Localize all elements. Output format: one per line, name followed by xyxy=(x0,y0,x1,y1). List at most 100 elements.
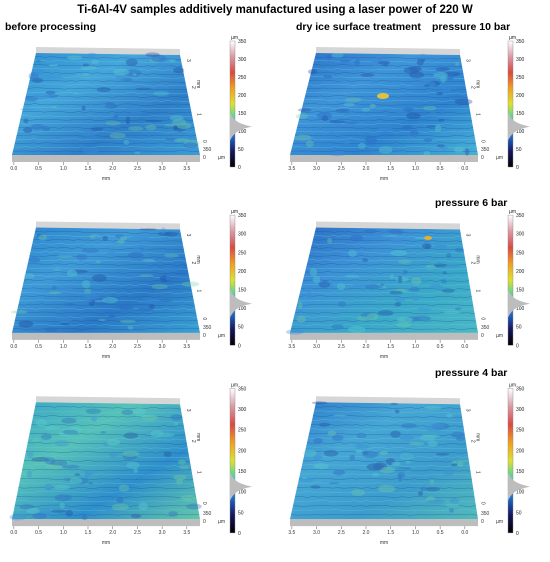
x-axis: 0.0 0.5 1.0 1.5 2.0 2.5 3.0 3.5 mm xyxy=(10,162,191,182)
y-tick-label: 1 xyxy=(474,471,480,474)
x-tick-label: 1.5 xyxy=(85,166,92,172)
x-tick-label: 1.5 xyxy=(387,166,394,172)
y-tick-label: 0 xyxy=(479,502,485,505)
colorbar-tick-label: 350 xyxy=(516,386,525,392)
surface-peak-spot xyxy=(424,236,432,240)
x-tick-label: 0.5 xyxy=(35,530,42,536)
surface-height-map xyxy=(12,227,200,333)
y-tick-label: 1 xyxy=(474,113,480,116)
colorbar-tick-label: 350 xyxy=(516,39,525,45)
x-axis-unit: mm xyxy=(102,540,110,546)
y-tick-label: 2 xyxy=(190,262,196,265)
colorbar-tick-label: 350 xyxy=(516,213,525,219)
x-axis-unit: mm xyxy=(102,354,110,360)
colorbar-tick-label: 250 xyxy=(516,75,525,81)
x-tick-label: 2.5 xyxy=(338,530,345,536)
colorbar-tick-label: 200 xyxy=(516,93,525,99)
header-pressure-6-bar: pressure 6 bar xyxy=(435,197,508,209)
y-tick-label: 1 xyxy=(196,113,202,116)
x-tick-label: 3.5 xyxy=(288,530,295,536)
colorbar-gradient xyxy=(507,40,514,168)
y-axis: 0 1 2 3 mm xyxy=(465,234,486,321)
x-tick-label: 0.5 xyxy=(437,166,444,172)
surface-plot-before-row1: 0.0 0.5 1.0 1.5 2.0 2.5 3.0 3.5 mm 0 1 2 3 mm 350 0 µm µm… xyxy=(0,35,270,188)
colorbar-tick-label: 100 xyxy=(516,490,525,496)
y-axis-unit: mm xyxy=(475,255,481,263)
x-tick-label: 2.0 xyxy=(109,530,116,536)
x-tick-label: 0.0 xyxy=(461,530,468,536)
x-axis-unit: mm xyxy=(380,354,388,360)
z-axis-unit: µm xyxy=(218,519,225,525)
z-tick-label: 0 xyxy=(203,333,206,339)
x-tick-label: 2.0 xyxy=(363,530,370,536)
colorbar-tick-label: 50 xyxy=(238,510,244,516)
x-tick-label: 2.5 xyxy=(338,344,345,350)
x-tick-label: 1.0 xyxy=(412,166,419,172)
colorbar-gradient xyxy=(507,388,514,534)
y-tick-label: 0 xyxy=(201,317,207,320)
y-axis: 0 1 2 3 mm xyxy=(185,409,207,505)
x-tick-label: 0.5 xyxy=(437,530,444,536)
x-tick-label: 0.0 xyxy=(10,344,17,350)
x-axis-unit: mm xyxy=(102,176,110,182)
surface-plot-10bar: 3.5 3.0 2.5 2.0 1.5 1.0 0.5 0.0 mm 0 1 2 3 mm 350 0 µm µm… xyxy=(278,35,548,188)
colorbar-histogram xyxy=(230,472,252,501)
colorbar-tick-label: 300 xyxy=(238,57,247,63)
colorbar-tick-label: 300 xyxy=(238,407,247,413)
x-tick-label: 1.0 xyxy=(60,344,67,350)
x-tick-label: 1.0 xyxy=(60,530,67,536)
colorbar-tick-label: 250 xyxy=(516,428,525,434)
x-tick-label: 3.0 xyxy=(313,344,320,350)
x-axis: 3.5 3.0 2.5 2.0 1.5 1.0 0.5 0.0 mm xyxy=(288,339,469,360)
x-tick-label: 3.0 xyxy=(313,530,320,536)
y-tick-label: 0 xyxy=(479,140,485,143)
x-tick-label: 2.5 xyxy=(338,166,345,172)
z-axis-unit: µm xyxy=(496,519,503,525)
x-tick-label: 0.5 xyxy=(35,166,42,172)
surface-plot-before-row2: 0.0 0.5 1.0 1.5 2.0 2.5 3.0 3.5 mm 0 1 2 3 mm 350 0 µm µm… xyxy=(0,209,270,367)
colorbar-tick-label: 200 xyxy=(238,448,247,454)
colorbar-tick-label: 0 xyxy=(516,531,519,537)
colorbar-tick-label: 0 xyxy=(238,343,241,349)
x-tick-label: 2.0 xyxy=(363,166,370,172)
x-tick-label: 1.0 xyxy=(412,344,419,350)
y-axis: 0 1 2 3 mm xyxy=(465,409,486,505)
colorbar-tick-label: 350 xyxy=(238,213,247,219)
colorbar-tick-label: 200 xyxy=(516,269,525,275)
surface-plot-4bar: 3.5 3.0 2.5 2.0 1.5 1.0 0.5 0.0 mm 0 1 2 3 mm 350 0 µm µm… xyxy=(278,382,548,557)
colorbar-tick-label: 100 xyxy=(516,306,525,312)
z-tick-label: 350 xyxy=(481,147,490,153)
colorbar-tick-label: 100 xyxy=(238,306,247,312)
colorbar-tick-label: 150 xyxy=(238,469,247,475)
colorbar-tick-label: 150 xyxy=(238,111,247,117)
colorbar-histogram xyxy=(508,112,530,141)
x-tick-label: 0.5 xyxy=(35,344,42,350)
x-tick-label: 1.5 xyxy=(85,344,92,350)
z-tick-label: 0 xyxy=(203,519,206,525)
z-axis: 350 0 µm xyxy=(203,147,225,161)
colorbar-gradient xyxy=(507,214,514,346)
surface-plot-before-row3: 0.0 0.5 1.0 1.5 2.0 2.5 3.0 3.5 mm 0 1 2 3 mm 350 0 µm µm… xyxy=(0,382,270,557)
colorbar-tick-label: 300 xyxy=(516,57,525,63)
colorbar-tick-label: 250 xyxy=(238,428,247,434)
z-axis-unit: µm xyxy=(496,333,503,339)
surface-height-map xyxy=(12,402,200,520)
slab-front-wall xyxy=(12,519,200,527)
y-tick-label: 0 xyxy=(479,317,485,320)
colorbar-tick-label: 150 xyxy=(516,288,525,294)
colorbar-tick-label: 100 xyxy=(238,129,247,135)
colorbar-tick-label: 300 xyxy=(516,407,525,413)
y-tick-label: 0 xyxy=(201,502,207,505)
y-tick-label: 3 xyxy=(465,409,471,412)
y-tick-label: 1 xyxy=(474,289,480,292)
surface-texture xyxy=(286,229,478,335)
z-tick-label: 0 xyxy=(203,155,206,161)
x-tick-label: 3.0 xyxy=(159,344,166,350)
colorbar-tick-label: 200 xyxy=(238,269,247,275)
x-axis: 3.5 3.0 2.5 2.0 1.5 1.0 0.5 0.0 mm xyxy=(288,526,469,546)
